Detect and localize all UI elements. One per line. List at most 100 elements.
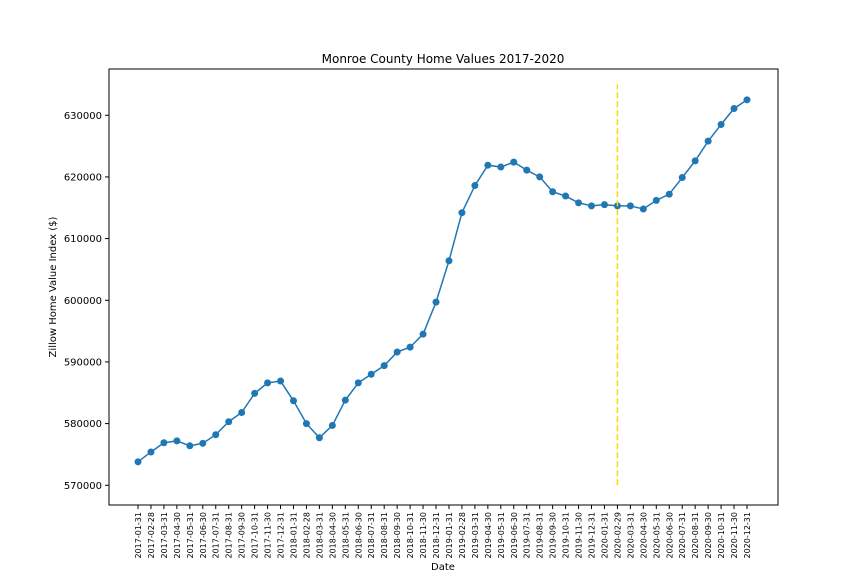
data-point [730,104,738,112]
x-tick-label: 2017-07-31 [212,512,221,559]
x-axis-label: Date [431,562,455,573]
x-tick-label: 2019-03-31 [471,512,480,559]
x-tick-label: 2020-02-29 [613,512,622,559]
x-tick-label: 2017-01-31 [134,512,143,559]
data-point [497,163,505,171]
data-point [678,174,686,182]
plot-frame [108,68,779,506]
data-point [626,202,634,210]
data-point [134,458,142,466]
x-tick-label: 2018-04-30 [328,512,337,559]
x-tick-label: 2018-09-30 [393,512,402,559]
data-point [484,161,492,169]
x-tick-label: 2020-06-30 [665,512,674,559]
x-tick-label: 2019-02-28 [458,512,467,559]
x-tick-label: 2019-11-30 [575,512,584,559]
x-tick-label: 2018-02-28 [302,512,311,559]
y-tick-label: 580000 [64,419,102,430]
data-point [238,408,246,416]
x-tick-label: 2020-04-30 [639,512,648,559]
x-tick-label: 2020-07-31 [678,512,687,559]
x-tick-label: 2020-08-31 [691,512,700,559]
data-point [575,199,583,207]
data-point [264,379,272,387]
x-tick-label: 2019-10-31 [562,512,571,559]
data-point [212,431,220,439]
y-axis-label: Zillow Home Value Index ($) [48,216,59,357]
x-tick-label: 2020-09-30 [704,512,713,559]
data-point [393,348,401,356]
data-point [186,442,194,450]
data-point [277,377,285,385]
data-point [432,298,440,306]
x-tick-label: 2020-05-31 [652,512,661,559]
x-tick-label: 2017-02-28 [147,512,156,559]
x-tick-label: 2020-01-31 [600,512,609,559]
data-point [341,396,349,404]
x-tick-label: 2019-09-30 [549,512,558,559]
x-tick-label: 2020-11-30 [730,512,739,559]
data-point [406,343,414,351]
data-point [536,173,544,181]
y-tick-label: 630000 [64,111,102,122]
x-tick-label: 2020-12-31 [743,512,752,559]
data-point [289,397,297,405]
x-tick-label: 2017-04-30 [173,512,182,559]
data-point [717,121,725,129]
x-tick-label: 2019-08-31 [536,512,545,559]
x-tick-label: 2018-07-31 [367,512,376,559]
data-point [173,437,181,445]
x-tick-label: 2020-10-31 [717,512,726,559]
data-point [510,158,518,166]
x-tick-label: 2018-10-31 [406,512,415,559]
data-point [549,188,557,196]
data-point [665,190,673,198]
y-tick-label: 600000 [64,296,102,307]
x-tick-label: 2019-07-31 [523,512,532,559]
data-point [251,389,259,397]
series-line [137,99,748,463]
x-tick-label: 2017-12-31 [277,512,286,559]
data-point [315,434,323,442]
x-tick-label: 2017-09-30 [238,512,247,559]
data-point [367,370,375,378]
data-point [471,182,479,190]
y-tick-label: 590000 [64,357,102,368]
x-tick-label: 2018-05-31 [341,512,350,559]
data-point [328,421,336,429]
y-tick-label: 570000 [64,481,102,492]
data-point [147,448,155,456]
data-point [562,192,570,200]
x-tick-label: 2018-08-31 [380,512,389,559]
x-tick-label: 2017-11-30 [264,512,273,559]
chart-title: Monroe County Home Values 2017-2020 [322,52,565,66]
x-tick-label: 2019-04-30 [484,512,493,559]
x-tick-label: 2018-11-30 [419,512,428,559]
plot-area: 570000 580000 590000 600000 610000 620000 6300… [64,68,779,559]
y-tick-label: 620000 [64,172,102,183]
data-point [743,96,751,104]
x-tick-label: 2017-03-31 [160,512,169,559]
x-tick-label: 2018-12-31 [432,512,441,559]
x-tick-label: 2019-12-31 [588,512,597,559]
data-point [380,362,388,370]
data-point [419,330,427,338]
data-point [458,209,466,217]
x-tick-label: 2017-06-30 [199,512,208,559]
x-tick-label: 2018-01-31 [289,512,298,559]
data-point [704,137,712,145]
data-point [160,439,168,447]
x-tick-label: 2019-01-31 [445,512,454,559]
data-point [354,379,362,387]
x-tick-label: 2017-10-31 [251,512,260,559]
x-tick-label: 2018-03-31 [315,512,324,559]
data-point [600,201,608,209]
x-tick-label: 2019-05-31 [497,512,506,559]
data-point [225,418,233,426]
data-point [691,157,699,165]
data-point [302,420,310,428]
x-tick-label: 2019-06-30 [510,512,519,559]
y-tick-label: 610000 [64,234,102,245]
x-tick-label: 2017-05-31 [186,512,195,559]
